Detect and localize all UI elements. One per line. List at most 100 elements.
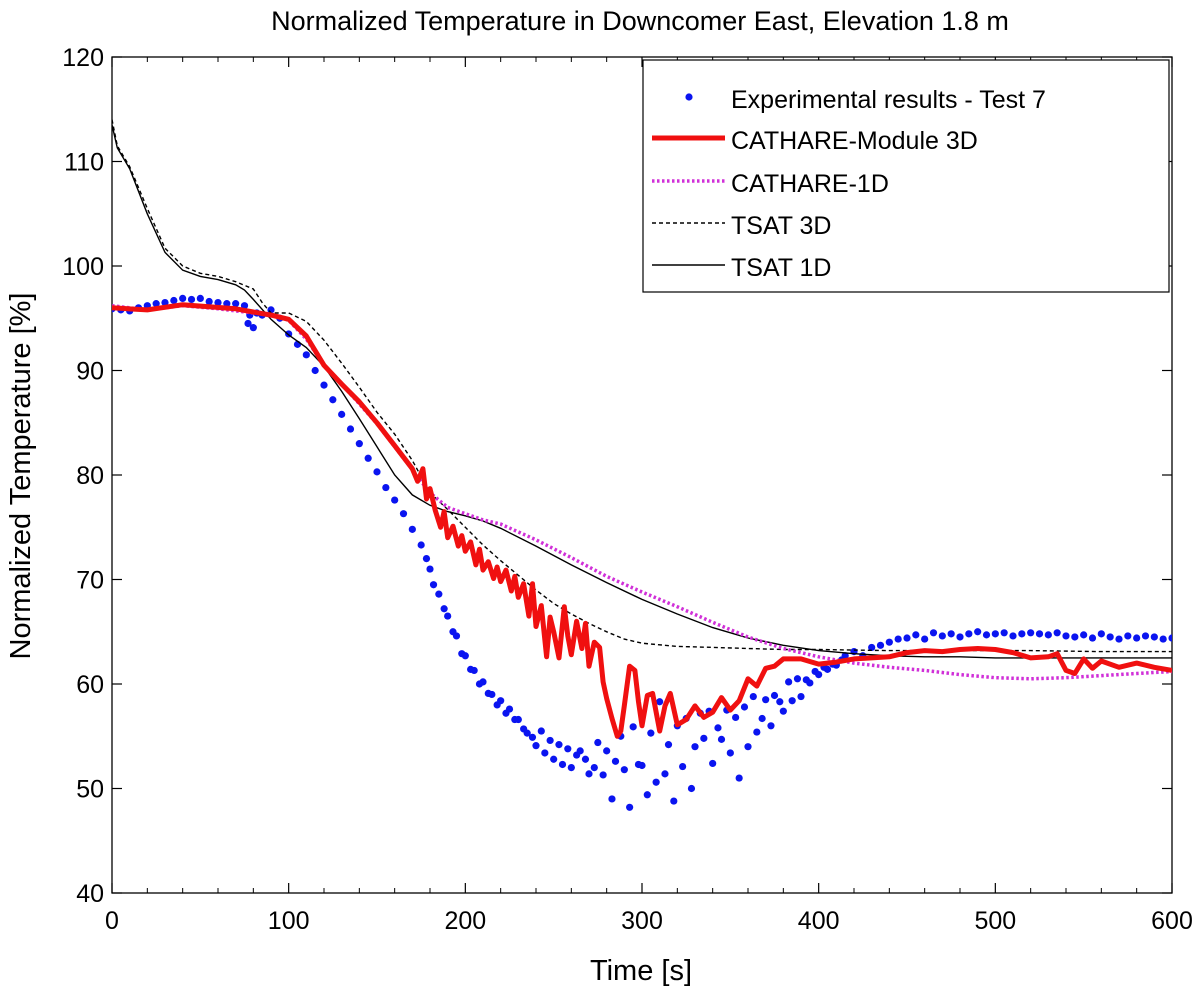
experimental-point — [982, 631, 991, 639]
experimental-point — [532, 742, 540, 750]
series-tsat-1d — [112, 124, 1172, 659]
experimental-point — [170, 296, 178, 305]
experimental-point — [735, 774, 743, 782]
experimental-point — [815, 670, 823, 679]
experimental-point — [717, 735, 726, 743]
experimental-point — [788, 697, 796, 705]
experimental-point — [1053, 629, 1061, 637]
experimental-point — [1044, 631, 1052, 639]
experimental-point — [652, 778, 660, 786]
y-tick-label: 80 — [76, 462, 104, 490]
experimental-point — [338, 410, 346, 418]
y-tick-label: 100 — [62, 253, 104, 281]
series-cathare-3d — [112, 302, 1172, 739]
experimental-point — [1150, 633, 1158, 641]
experimental-point — [1018, 630, 1026, 638]
experimental-point — [947, 630, 955, 638]
legend-label: TSAT 1D — [731, 254, 832, 282]
experimental-point — [797, 692, 805, 701]
x-tick-label: 600 — [1151, 907, 1193, 935]
experimental-point — [638, 761, 646, 770]
experimental-point — [479, 678, 487, 686]
experimental-point — [785, 678, 793, 686]
experimental-point — [700, 734, 708, 742]
experimental-point — [302, 351, 310, 359]
experimental-point — [1071, 633, 1079, 641]
experimental-point — [1027, 629, 1035, 637]
experimental-point — [841, 652, 849, 660]
x-tick-label: 100 — [268, 907, 310, 935]
y-tick-label: 60 — [76, 671, 104, 699]
experimental-point — [581, 755, 590, 763]
legend-label: TSAT 3D — [731, 212, 832, 240]
experimental-point — [749, 692, 757, 701]
experimental-point — [461, 652, 469, 660]
experimental-point — [470, 666, 478, 675]
y-tick-label: 40 — [76, 880, 104, 908]
experimental-point — [444, 612, 452, 620]
experimental-point — [528, 733, 537, 741]
experimental-point — [1097, 630, 1105, 638]
experimental-point — [161, 298, 169, 307]
experimental-point — [488, 690, 496, 699]
plot-series — [112, 119, 1172, 811]
legend-box — [642, 59, 1170, 293]
experimental-point — [903, 634, 911, 642]
x-tick-label: 400 — [798, 907, 840, 935]
experimental-point — [670, 797, 678, 805]
experimental-point — [626, 803, 634, 811]
y-tick-label: 120 — [62, 44, 104, 72]
experimental-point — [620, 766, 628, 774]
y-tick-label: 50 — [76, 776, 104, 804]
experimental-point — [373, 468, 381, 476]
experimental-point — [956, 633, 964, 641]
experimental-point — [611, 757, 620, 765]
experimental-point — [311, 366, 319, 375]
experimental-point — [537, 727, 545, 735]
x-tick-label: 500 — [974, 907, 1016, 935]
experimental-point — [223, 300, 231, 308]
experimental-point — [523, 729, 531, 737]
experimental-point — [152, 300, 160, 308]
experimental-point — [793, 675, 802, 683]
experimental-point — [691, 743, 699, 751]
experimental-point — [329, 396, 337, 404]
experimental-point — [876, 641, 885, 649]
x-tick-label: 0 — [105, 907, 119, 935]
experimental-point — [767, 722, 775, 730]
experimental-point — [429, 581, 438, 589]
experimental-point — [435, 590, 443, 598]
experimental-point — [603, 747, 611, 755]
experimental-point — [567, 764, 575, 772]
experimental-point — [417, 541, 425, 549]
experimental-point — [714, 724, 722, 732]
experimental-point — [1141, 632, 1150, 640]
x-axis-label: Time [s] — [590, 955, 692, 987]
experimental-point — [1124, 632, 1132, 640]
experimental-point — [806, 679, 814, 687]
experimental-point — [564, 745, 572, 753]
experimental-point — [555, 741, 563, 749]
experimental-point — [661, 770, 669, 778]
experimental-point — [647, 729, 655, 737]
experimental-point — [664, 741, 673, 749]
experimental-point — [1035, 630, 1044, 638]
legend: Experimental results - Test 7 CATHARE-Mod… — [642, 59, 1170, 293]
x-axis: 0 100 200 300 400 500 600 — [105, 57, 1193, 935]
y-axis: 40 50 60 70 80 90 100 110 120 — [62, 44, 1172, 908]
experimental-point — [938, 632, 946, 640]
experimental-point — [514, 715, 522, 724]
experimental-point — [776, 698, 784, 706]
experimental-point — [546, 736, 554, 745]
legend-label: CATHARE-Module 3D — [731, 127, 978, 155]
chart-title: Normalized Temperature in Downcomer East… — [271, 6, 1009, 36]
x-tick-label: 300 — [621, 907, 663, 935]
experimental-point — [643, 791, 651, 799]
experimental-point — [426, 565, 434, 573]
experimental-point — [753, 728, 761, 736]
experimental-point — [762, 696, 770, 704]
experimental-point — [505, 705, 514, 713]
experimental-point — [1009, 632, 1017, 640]
experimental-point — [740, 703, 749, 711]
